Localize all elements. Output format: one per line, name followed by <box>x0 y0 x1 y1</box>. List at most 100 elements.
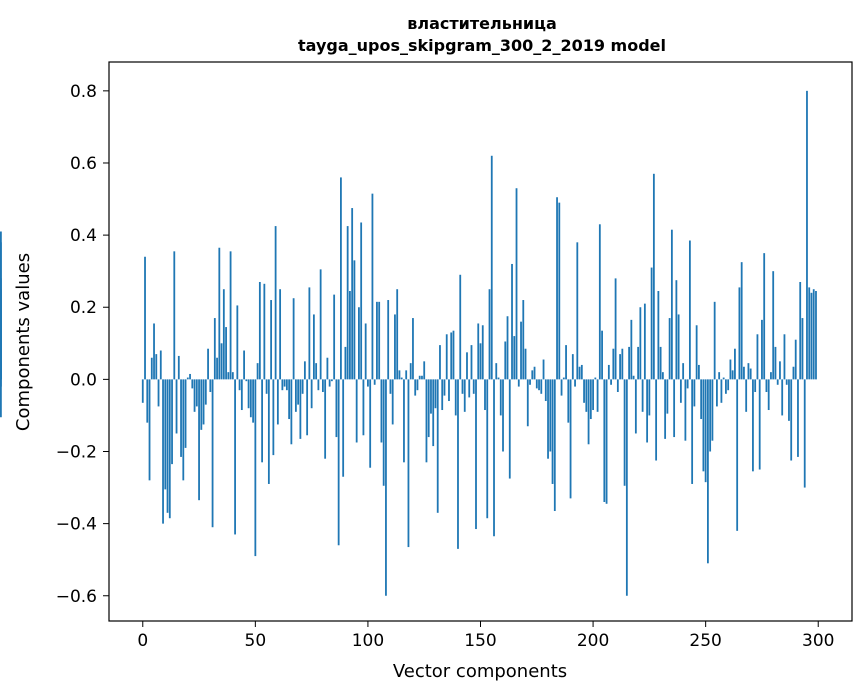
bar-component-93 <box>351 208 354 380</box>
bar-component-37 <box>225 327 227 380</box>
bar-component-298 <box>812 289 815 380</box>
bar-component-231 <box>661 372 664 380</box>
bar-component-274 <box>758 379 761 470</box>
bar-component-115 <box>400 377 403 380</box>
bar-component-163 <box>508 379 511 479</box>
bar-component-64 <box>285 379 288 391</box>
bar-component-5 <box>153 323 155 380</box>
bar-component-27 <box>202 379 205 425</box>
bar-component-150 <box>479 343 482 380</box>
bar-component-245 <box>693 379 696 407</box>
bar-component-152 <box>484 379 486 411</box>
bar-component-281 <box>774 346 777 380</box>
bar-component-119 <box>409 363 412 380</box>
bar-component-264 <box>736 379 739 531</box>
bar-component-278 <box>767 379 770 411</box>
bar-component-181 <box>549 379 552 452</box>
y-tick-label: −0.4 <box>56 515 97 535</box>
bar-component-205 <box>603 379 606 502</box>
bar-component-167 <box>517 379 520 387</box>
bar-component-29 <box>207 348 209 380</box>
bar-component-85 <box>333 294 336 380</box>
bar-component-99 <box>364 323 367 380</box>
bar-component-279 <box>770 372 772 380</box>
bar-component-95 <box>355 379 358 443</box>
bar-component-23 <box>193 379 196 412</box>
bar-component-175 <box>535 379 538 389</box>
bar-component-180 <box>547 379 549 459</box>
bar-component-236 <box>673 379 676 438</box>
bar-component-210 <box>614 278 617 380</box>
bar-component-263 <box>734 348 736 380</box>
bar-component-271 <box>752 379 754 472</box>
bar-component-106 <box>380 379 383 443</box>
bar-component-171 <box>526 379 529 427</box>
bar-component-84 <box>331 379 333 382</box>
bar-component-52 <box>258 281 261 380</box>
bar-component-248 <box>700 379 703 420</box>
bar-component-242 <box>686 379 689 389</box>
bar-component-8 <box>159 350 162 380</box>
bar-component-273 <box>756 334 759 380</box>
bar-component-173 <box>531 370 534 380</box>
bar-component-74 <box>308 287 311 380</box>
bar-component-22 <box>191 379 194 389</box>
bar-component-196 <box>583 379 585 403</box>
bar-component-209 <box>612 348 615 380</box>
bar-component-105 <box>378 301 381 380</box>
bar-component-158 <box>497 377 500 380</box>
bar-component-40 <box>231 372 234 380</box>
bar-component-94 <box>353 260 356 380</box>
bar-component-145 <box>468 379 471 398</box>
bar-component-191 <box>571 354 574 380</box>
bar-component-299 <box>815 291 817 380</box>
bar-component-14 <box>173 251 176 380</box>
y-tick-label: −0.6 <box>56 587 97 607</box>
bar-component-141 <box>459 274 462 380</box>
bar-component-283 <box>779 361 781 380</box>
bar-component-128 <box>430 379 432 414</box>
bar-component-75 <box>310 379 313 409</box>
bar-component-184 <box>556 197 558 380</box>
bar-component-90 <box>344 346 347 380</box>
bar-component-130 <box>434 379 437 409</box>
bar-component-6 <box>155 354 158 380</box>
bar-component-194 <box>578 366 581 380</box>
bar-component-246 <box>695 325 698 380</box>
bar-component-35 <box>220 343 223 380</box>
bar-component-265 <box>738 287 741 380</box>
bar-component-285 <box>783 334 786 380</box>
bar-component-226 <box>650 267 653 380</box>
chart-subtitle: tayga_upos_skipgram_300_2_2019 model <box>298 36 666 55</box>
bar-component-124 <box>421 375 423 380</box>
bar-component-1 <box>144 256 146 380</box>
bar-component-59 <box>274 226 277 380</box>
bar-component-92 <box>349 291 351 380</box>
bar-component-169 <box>522 300 525 380</box>
bar-component-118 <box>407 379 410 548</box>
bar-component-96 <box>358 307 360 380</box>
y-tick-label: 0.8 <box>70 82 97 102</box>
bar-component-25 <box>198 379 200 501</box>
bar-component-198 <box>587 379 590 445</box>
bar-component-9 <box>162 379 164 524</box>
bar-component-153 <box>486 379 489 519</box>
y-tick-label: 0.6 <box>70 154 97 174</box>
bar-component-125 <box>423 361 426 380</box>
bar-component-69 <box>297 379 300 405</box>
bar-component-56 <box>267 379 270 484</box>
bar-component-215 <box>625 379 628 596</box>
bar-component-134 <box>443 379 446 396</box>
bar-component-147 <box>472 379 475 394</box>
bar-component-58 <box>272 379 275 456</box>
bar-component-275 <box>761 319 763 380</box>
bar-component-51 <box>256 363 259 380</box>
bar-component-78 <box>317 379 320 391</box>
bar-component-293 <box>801 318 804 380</box>
bar-component-228 <box>655 379 658 461</box>
bar-component-101 <box>369 379 372 468</box>
bar-component-230 <box>659 346 662 380</box>
bar-component-272 <box>754 379 757 392</box>
bar-component-201 <box>594 377 597 380</box>
bar-component-183 <box>553 379 556 512</box>
